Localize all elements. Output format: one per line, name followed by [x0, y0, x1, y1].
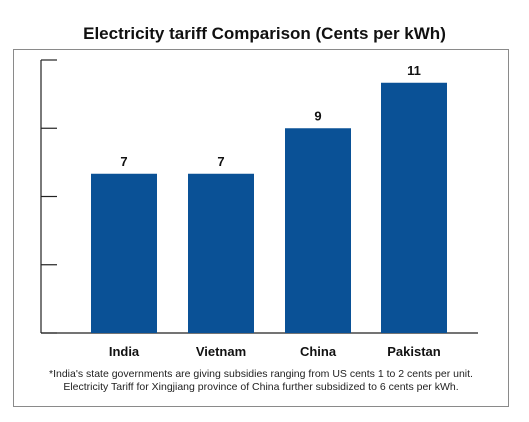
bar — [381, 82, 447, 333]
chart-frame — [13, 49, 509, 407]
data-label: 7 — [120, 154, 127, 169]
category-label: Vietnam — [196, 344, 246, 359]
category-label: India — [109, 344, 140, 359]
data-label: 9 — [314, 108, 321, 123]
bar — [91, 173, 157, 333]
footnote-line-2: Electricity Tariff for Xingjiang provinc… — [63, 381, 459, 393]
chart-title: Electricity tariff Comparison (Cents per… — [83, 24, 446, 43]
data-labels: 7 7 9 11 — [120, 63, 420, 169]
category-label: Pakistan — [387, 344, 441, 359]
bars — [91, 82, 447, 333]
footnote-line-1: *India's state governments are giving su… — [49, 368, 473, 380]
category-labels: India Vietnam China Pakistan — [109, 344, 441, 359]
data-label: 7 — [217, 154, 224, 169]
data-label: 11 — [407, 63, 421, 78]
category-label: China — [300, 344, 337, 359]
bar — [285, 128, 351, 333]
bar — [188, 173, 254, 333]
